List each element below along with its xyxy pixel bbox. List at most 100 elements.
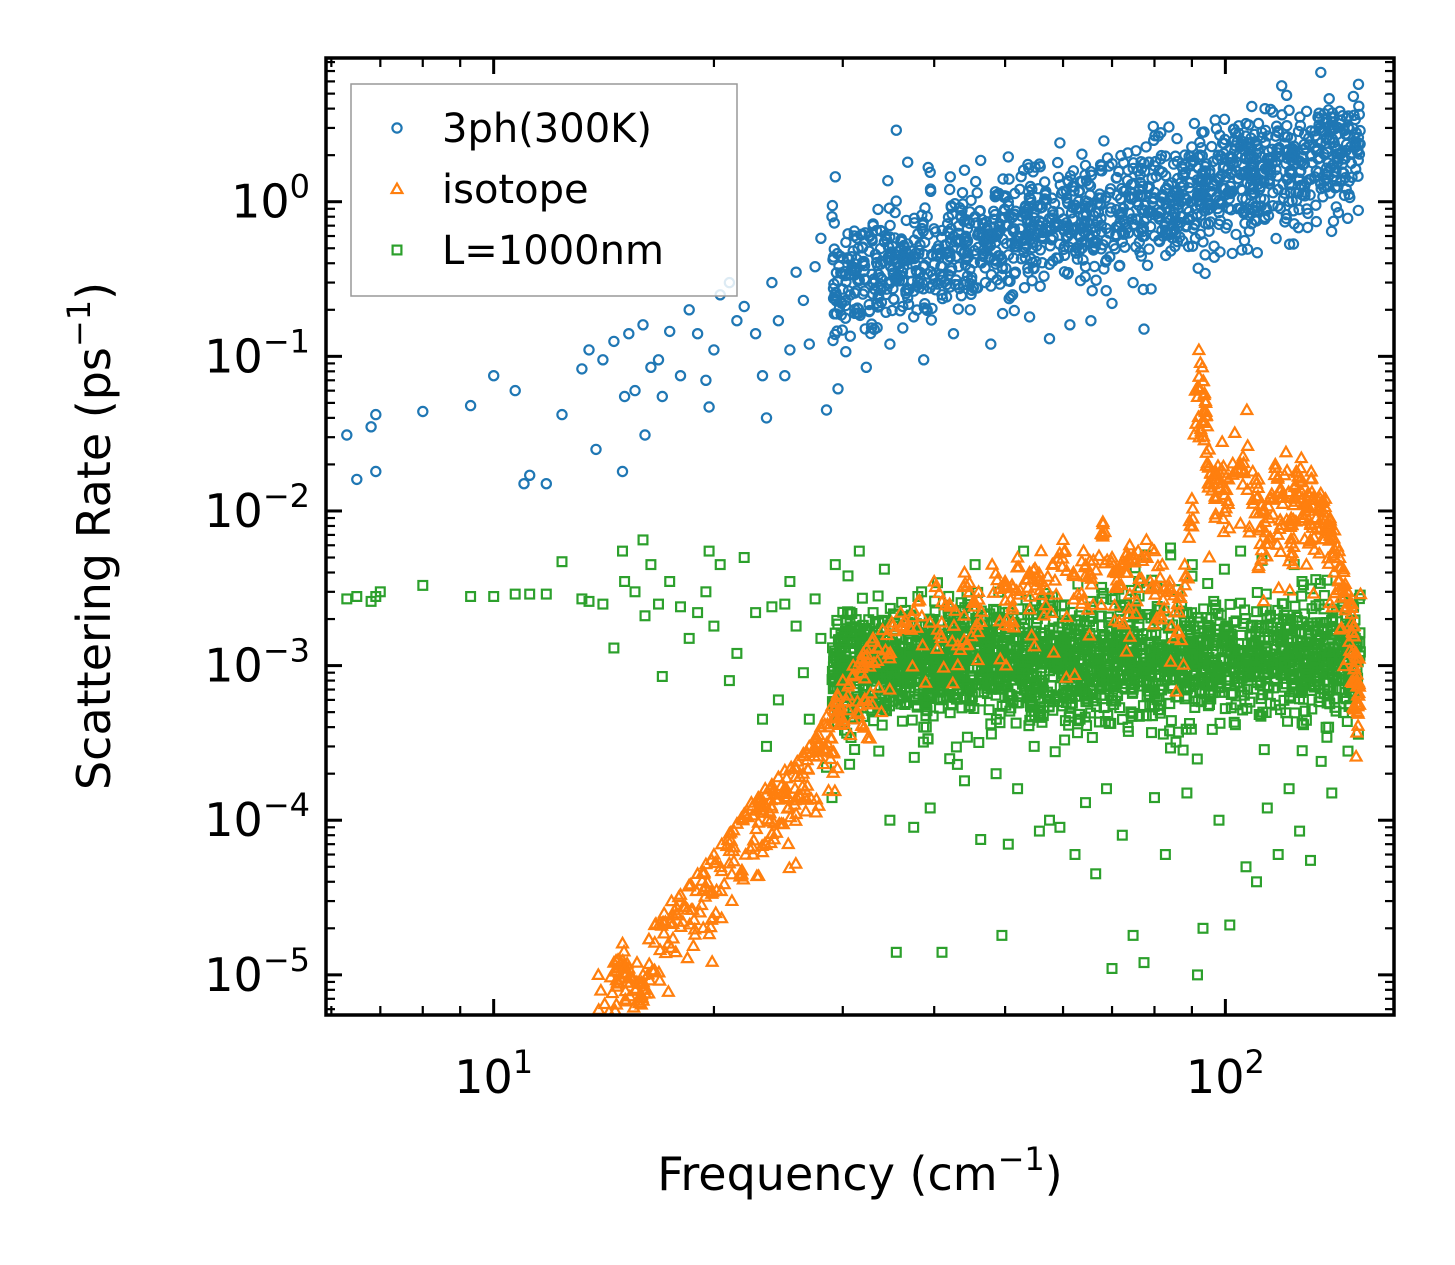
data-point xyxy=(1225,203,1237,216)
data-point xyxy=(1027,230,1039,242)
data-point xyxy=(908,234,921,246)
data-point xyxy=(1122,227,1135,239)
data-point xyxy=(1171,191,1184,204)
data-point xyxy=(1057,185,1069,198)
data-point xyxy=(714,559,726,571)
data-point xyxy=(1049,746,1061,758)
data-point xyxy=(880,306,892,318)
data-point xyxy=(829,559,841,571)
data-point xyxy=(952,279,964,291)
data-point xyxy=(1321,731,1333,743)
data-point xyxy=(882,241,895,253)
data-point xyxy=(1026,256,1039,269)
data-point xyxy=(863,230,876,243)
data-point xyxy=(826,210,838,223)
data-point xyxy=(1220,171,1232,183)
data-point xyxy=(922,161,934,174)
data-point xyxy=(866,233,878,245)
data-point xyxy=(652,354,665,366)
data-point xyxy=(1127,177,1140,190)
data-point xyxy=(897,300,909,313)
data-point xyxy=(891,270,903,282)
data-point xyxy=(918,302,931,314)
data-point xyxy=(1353,100,1365,112)
data-point xyxy=(738,551,750,563)
data-point xyxy=(618,390,631,403)
data-point xyxy=(1116,829,1128,841)
data-point xyxy=(540,588,552,600)
data-point xyxy=(760,740,772,752)
data-point xyxy=(940,291,953,303)
data-point xyxy=(975,154,987,167)
data-point xyxy=(1206,723,1218,735)
data-point xyxy=(1310,199,1322,211)
data-point xyxy=(1347,90,1360,103)
data-point xyxy=(664,575,676,587)
data-point xyxy=(1086,285,1098,297)
data-point xyxy=(1062,267,1074,279)
data-point xyxy=(1076,148,1088,160)
data-point xyxy=(766,601,778,613)
data-point xyxy=(1019,206,1032,218)
data-point xyxy=(1306,703,1318,715)
data-point xyxy=(608,335,620,348)
data-point xyxy=(1172,198,1184,211)
data-point xyxy=(1241,177,1253,189)
data-point xyxy=(1064,319,1076,331)
data-point xyxy=(1259,163,1272,175)
data-point xyxy=(1138,323,1150,335)
data-point xyxy=(1143,205,1155,217)
data-point xyxy=(1130,213,1142,225)
data-point xyxy=(772,694,784,706)
data-point xyxy=(895,234,907,247)
data-point xyxy=(1113,259,1126,272)
data-point xyxy=(844,758,856,770)
data-point xyxy=(945,265,957,277)
data-point xyxy=(1218,182,1230,195)
data-point xyxy=(1135,162,1148,175)
data-point xyxy=(967,282,980,294)
data-point xyxy=(968,244,981,257)
data-point xyxy=(1100,234,1112,246)
data-point xyxy=(996,929,1008,941)
data-point xyxy=(1164,742,1176,754)
data-point xyxy=(1079,797,1091,809)
data-point xyxy=(1346,147,1358,159)
data-point xyxy=(1085,315,1097,327)
data-point xyxy=(1117,157,1130,169)
data-point xyxy=(852,275,865,287)
data-point xyxy=(1004,275,1016,287)
data-point xyxy=(1008,225,1020,238)
data-point xyxy=(1057,243,1070,256)
data-point xyxy=(1305,125,1317,137)
data-point xyxy=(936,946,948,958)
data-point xyxy=(1300,142,1312,154)
data-point xyxy=(863,304,876,317)
data-point xyxy=(1234,597,1246,609)
data-point xyxy=(1027,242,1039,254)
data-point xyxy=(1283,783,1295,795)
data-point xyxy=(1147,193,1159,205)
data-point xyxy=(1337,167,1350,179)
data-point xyxy=(1194,136,1206,149)
data-point xyxy=(637,534,649,546)
data-point xyxy=(708,344,720,356)
data-point xyxy=(1077,254,1089,266)
data-point xyxy=(1199,165,1211,177)
data-point xyxy=(1135,155,1147,168)
data-point xyxy=(924,183,937,195)
data-point xyxy=(827,334,839,347)
data-point xyxy=(936,270,948,282)
data-point xyxy=(1224,919,1236,931)
data-point xyxy=(692,607,704,619)
data-point xyxy=(1191,753,1203,765)
data-point xyxy=(1122,725,1134,737)
data-point xyxy=(969,559,981,571)
data-point xyxy=(1076,175,1088,188)
data-point xyxy=(645,559,657,571)
data-point xyxy=(1193,187,1206,200)
data-point xyxy=(1078,215,1091,227)
data-point xyxy=(608,642,620,654)
data-point xyxy=(1340,112,1353,124)
data-point xyxy=(1148,792,1160,804)
